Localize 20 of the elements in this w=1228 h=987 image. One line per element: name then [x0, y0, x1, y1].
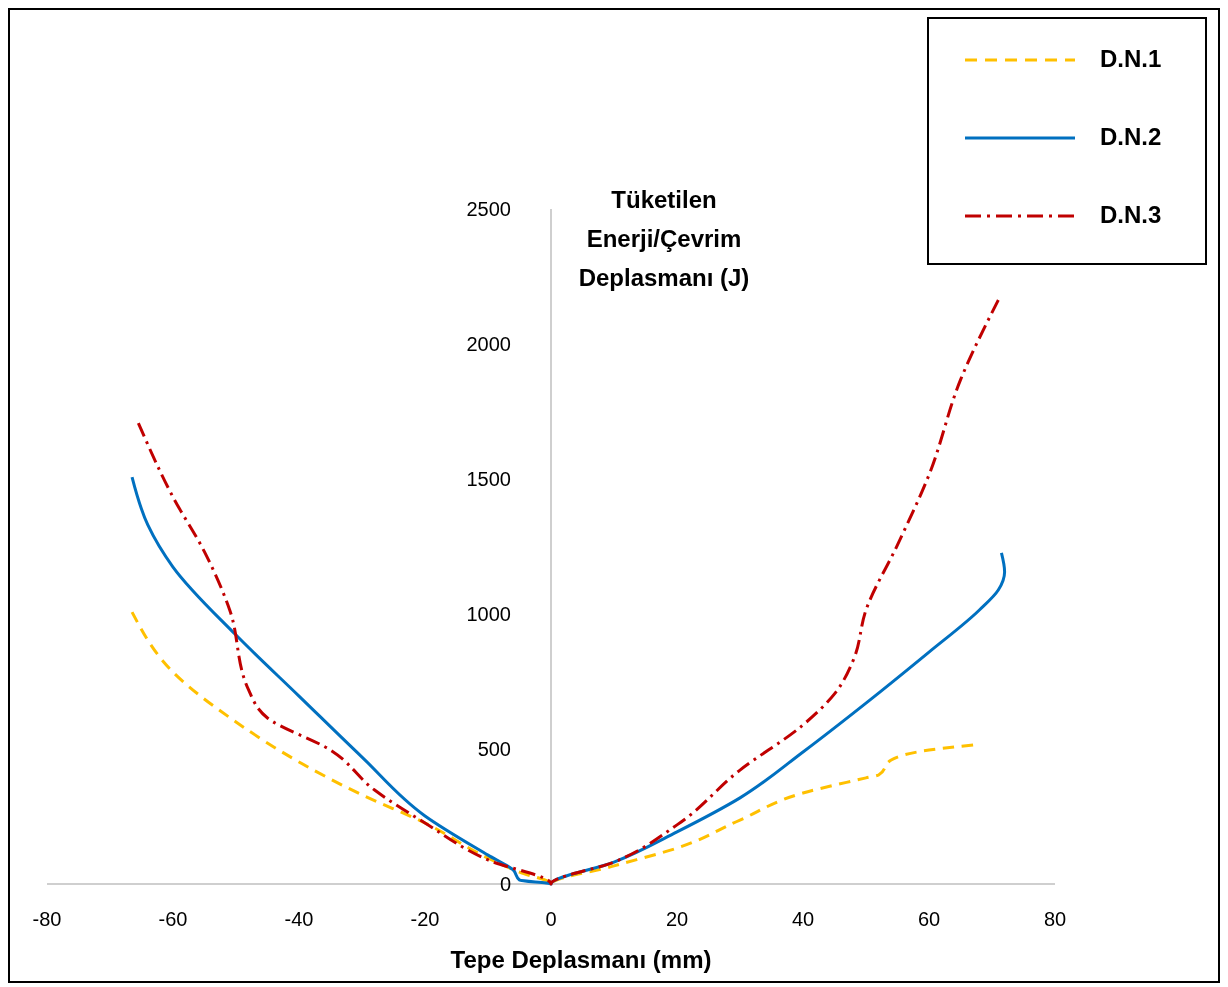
y-axis-title: Tüketilen Enerji/Çevrim Deplasmanı (J) [578, 186, 750, 291]
x-tick-label: -40 [284, 908, 314, 930]
legend-label: D.N.1 [1100, 45, 1162, 72]
y-tick-label: 1000 [466, 603, 511, 625]
y-tick-label: 2000 [466, 333, 511, 355]
x-tick-label: 80 [1043, 908, 1067, 930]
y-tick-label: 0 [499, 873, 511, 895]
x-axis-title: Tepe Deplasmanı (mm) [450, 946, 712, 973]
y-tick-label: 500 [477, 738, 511, 760]
x-tick-label: 0 [545, 908, 557, 930]
x-tick-label: -80 [32, 908, 62, 930]
x-tick-label: 20 [665, 908, 689, 930]
x-tick-label: 40 [791, 908, 815, 930]
legend-label: D.N.2 [1100, 123, 1162, 150]
y-tick-label: 1500 [466, 468, 511, 490]
x-tick-label: -60 [158, 908, 188, 930]
x-tick-label: -20 [410, 908, 440, 930]
x-tick-label: 60 [917, 908, 941, 930]
y-tick-label: 2500 [466, 198, 511, 220]
legend-label: D.N.3 [1100, 201, 1162, 228]
